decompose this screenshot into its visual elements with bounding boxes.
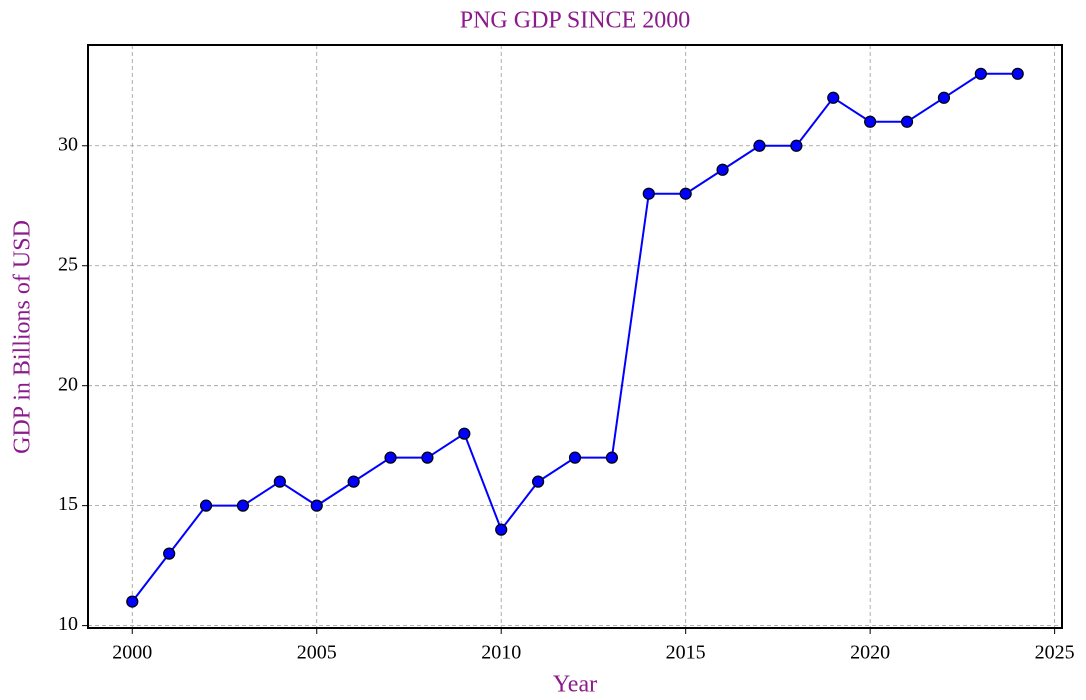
y-tick-label: 10 <box>58 613 78 635</box>
x-tick-label: 2015 <box>666 642 706 664</box>
plot-frame <box>87 44 1063 629</box>
marker <box>568 451 582 464</box>
y-tick-label: 30 <box>58 133 78 155</box>
chart-title: PNG GDP SINCE 2000 <box>460 8 690 34</box>
marker <box>310 499 323 512</box>
x-tick-label: 2010 <box>481 642 521 664</box>
marker <box>163 547 176 560</box>
marker <box>384 451 397 464</box>
marker <box>864 115 877 128</box>
x-tick-label: 2025 <box>1035 642 1075 664</box>
marker <box>827 91 840 104</box>
marker <box>199 499 213 512</box>
x-tick-label: 2005 <box>297 642 337 664</box>
marker <box>532 475 545 488</box>
marker <box>1011 67 1024 80</box>
marker <box>236 499 250 512</box>
marker <box>974 67 987 80</box>
marker <box>937 91 951 104</box>
marker <box>273 475 286 488</box>
marker <box>790 139 803 152</box>
marker <box>605 451 618 464</box>
marker <box>716 163 729 176</box>
marker <box>458 427 471 440</box>
x-tick-label: 2000 <box>112 642 152 664</box>
x-tick-label: 2020 <box>850 642 890 664</box>
x-axis-label: Year <box>553 672 597 698</box>
marker <box>753 139 766 152</box>
marker <box>679 187 692 200</box>
marker <box>347 475 360 488</box>
y-tick-label: 20 <box>58 373 78 395</box>
marker <box>642 187 655 200</box>
y-axis-label: GDP in Billions of USD <box>10 220 36 454</box>
marker <box>495 523 508 536</box>
y-tick-label: 15 <box>58 493 78 515</box>
marker <box>421 451 434 464</box>
marker <box>126 595 139 608</box>
y-tick-label: 25 <box>58 253 78 275</box>
line <box>131 72 1018 603</box>
marker <box>900 115 914 128</box>
